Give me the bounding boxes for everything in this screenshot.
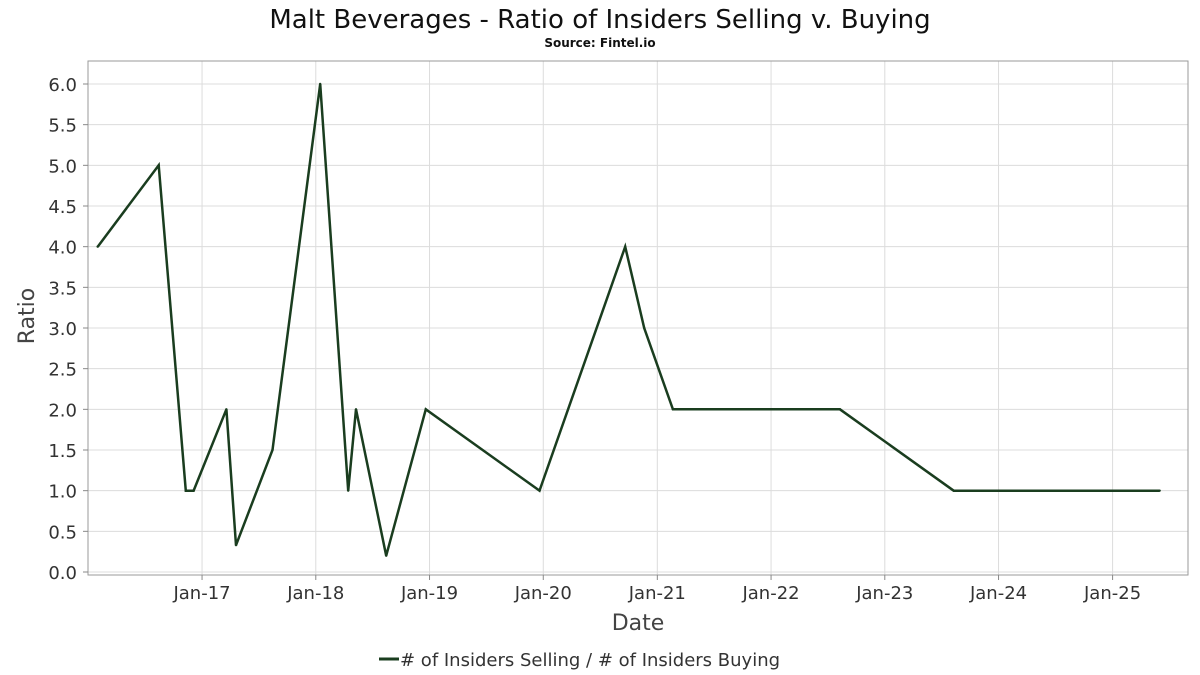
data-point <box>234 543 238 547</box>
x-axis-ticks: Jan-17 Jan-18 Jan-19 Jan-20 Jan-21 Jan-22 Jan-… <box>172 575 1141 604</box>
y-tick-label: 5.5 <box>48 116 77 137</box>
plot-area-frame <box>87 60 1189 576</box>
data-point <box>184 489 188 492</box>
y-tick-label: 4.0 <box>48 238 77 259</box>
data-point <box>318 82 322 86</box>
x-tick-label: Jan-24 <box>969 583 1027 604</box>
y-tick-label: 4.5 <box>48 197 77 218</box>
data-point <box>624 245 627 248</box>
y-tick-label: 3.5 <box>48 278 77 299</box>
data-point <box>157 164 160 167</box>
data-point <box>346 489 350 492</box>
series-layer <box>96 82 1161 557</box>
legend: # of Insiders Selling / # of Insiders Bu… <box>379 650 780 671</box>
grid-lines <box>88 61 1188 575</box>
data-point <box>1158 489 1161 492</box>
x-tick-label: Jan-20 <box>514 583 572 604</box>
y-tick-label: 2.5 <box>48 360 77 381</box>
data-point <box>225 408 228 411</box>
chart-subtitle: Source: Fintel.io <box>544 36 655 50</box>
data-point <box>671 408 675 411</box>
y-tick-label: 0.5 <box>48 522 77 543</box>
y-axis-label: Ratio <box>15 288 40 344</box>
data-point <box>96 245 99 248</box>
data-point <box>952 489 955 492</box>
data-point <box>271 448 274 452</box>
x-tick-label: Jan-23 <box>855 583 913 604</box>
series-line <box>96 83 1160 557</box>
data-point <box>385 554 388 557</box>
chart-title: Malt Beverages - Ratio of Insiders Selli… <box>269 5 930 35</box>
y-tick-label: 3.0 <box>48 319 77 340</box>
data-point <box>981 489 984 492</box>
x-tick-label: Jan-25 <box>1083 583 1141 604</box>
data-point <box>354 408 358 411</box>
x-tick-label: Jan-22 <box>741 583 799 604</box>
y-tick-label: 6.0 <box>48 75 77 96</box>
x-tick-label: Jan-21 <box>628 583 686 604</box>
y-tick-label: 2.0 <box>48 400 77 421</box>
data-point <box>643 326 646 330</box>
legend-entry-label: # of Insiders Selling / # of Insiders Bu… <box>400 650 780 671</box>
y-tick-label: 1.0 <box>48 482 77 503</box>
y-tick-label: 5.0 <box>48 156 77 177</box>
x-tick-label: Jan-18 <box>286 583 344 604</box>
x-tick-label: Jan-17 <box>172 583 230 604</box>
y-tick-label: 1.5 <box>48 441 77 462</box>
x-axis-label: Date <box>612 611 665 636</box>
y-tick-label: 0.0 <box>48 563 77 584</box>
data-point <box>838 408 842 411</box>
data-point <box>538 489 541 492</box>
data-point <box>192 489 195 492</box>
y-axis-ticks: 0.0 0.5 1.0 1.5 2.0 2.5 3.0 3.5 4.0 4.5 5.0 5.5 6.0 <box>48 75 88 584</box>
data-point <box>424 408 427 411</box>
x-tick-label: Jan-19 <box>400 583 458 604</box>
